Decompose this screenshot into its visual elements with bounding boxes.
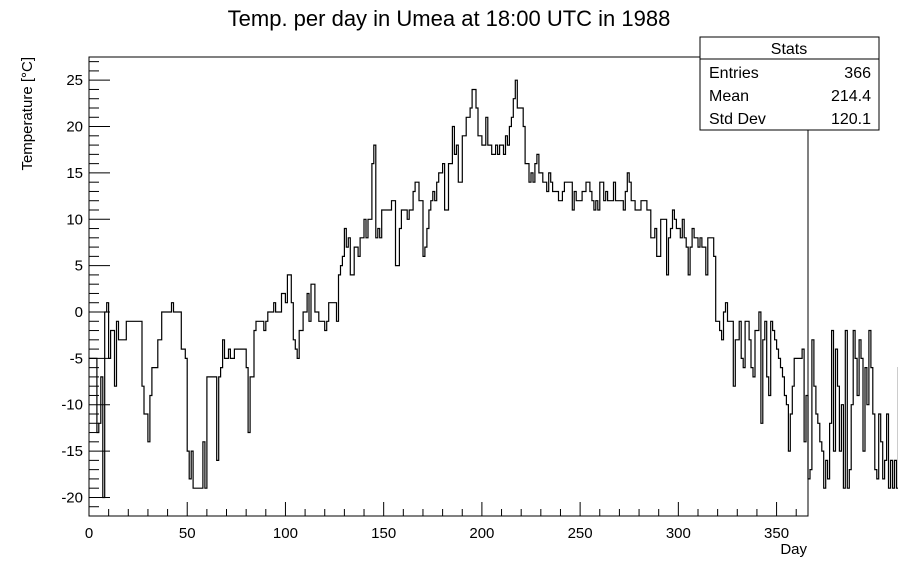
- x-tick-label: 150: [371, 525, 396, 542]
- x-tick-label: 0: [85, 525, 93, 542]
- stats-value-stddev: 120.1: [831, 111, 871, 128]
- y-tick-label: -10: [61, 397, 83, 414]
- y-tick-label: 10: [66, 211, 83, 228]
- x-axis-ticks: 0 50 100 150 200 250 300 350: [85, 502, 797, 542]
- x-axis-label: Day: [780, 541, 807, 558]
- x-tick-label: 200: [469, 525, 494, 542]
- y-tick-label: 5: [75, 258, 83, 275]
- x-tick-label: 50: [179, 525, 196, 542]
- y-tick-label: -5: [70, 350, 83, 367]
- y-tick-label: -15: [61, 443, 83, 460]
- series-line-temperature: [89, 79, 898, 499]
- y-tick-label: -20: [61, 489, 83, 506]
- stats-title: Stats: [771, 41, 807, 58]
- y-tick-label: 20: [66, 119, 83, 136]
- y-axis-ticks: -20 -15 -10 -5 0 5 10 15 20 25: [61, 61, 110, 517]
- stats-value-entries: 366: [844, 65, 871, 82]
- x-tick-label: 250: [568, 525, 593, 542]
- stats-label-entries: Entries: [709, 65, 759, 82]
- chart-title: Temp. per day in Umea at 18:00 UTC in 19…: [228, 6, 671, 31]
- y-axis-label: Temperature [°C]: [19, 57, 36, 171]
- stats-box-frame: [699, 36, 880, 131]
- plot-frame: [88, 56, 809, 517]
- stats-box: Stats Entries 366 Mean 214.4 Std Dev 120…: [699, 36, 880, 131]
- y-tick-label: 0: [75, 304, 83, 321]
- stats-label-stddev: Std Dev: [709, 111, 766, 128]
- x-tick-label: 350: [764, 525, 789, 542]
- stats-value-mean: 214.4: [831, 88, 871, 105]
- y-tick-label: 15: [66, 165, 83, 182]
- x-tick-label: 300: [666, 525, 691, 542]
- y-tick-label: 25: [66, 72, 83, 89]
- stats-label-mean: Mean: [709, 88, 749, 105]
- x-tick-label: 100: [273, 525, 298, 542]
